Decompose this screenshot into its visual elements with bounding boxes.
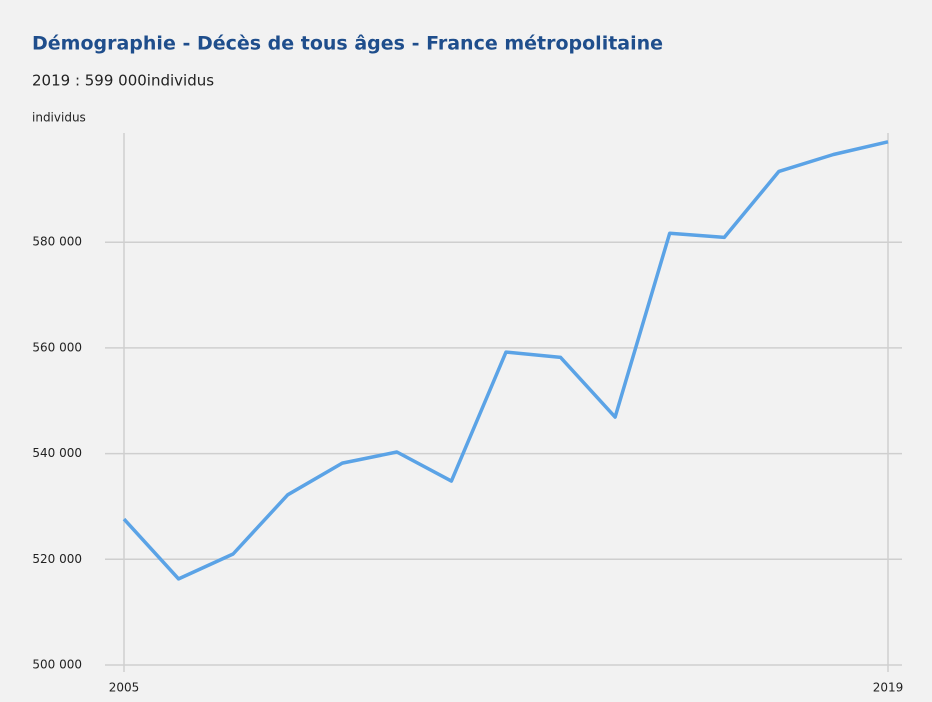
y-tick-label: 540 000 (32, 446, 82, 460)
chart-subtitle: 2019 : 599 000individus (32, 72, 214, 90)
y-tick-label: 500 000 (32, 658, 82, 672)
y-tick-label: 560 000 (32, 340, 82, 354)
y-tick-label: 580 000 (32, 235, 82, 249)
y-axis-label: individus (32, 111, 86, 125)
x-tick-label: 2005 (109, 681, 140, 695)
chart-title: Démographie - Décès de tous âges - Franc… (32, 33, 663, 55)
x-tick-label: 2019 (873, 681, 904, 695)
y-tick-label: 520 000 (32, 552, 82, 566)
line-series (122, 140, 889, 581)
